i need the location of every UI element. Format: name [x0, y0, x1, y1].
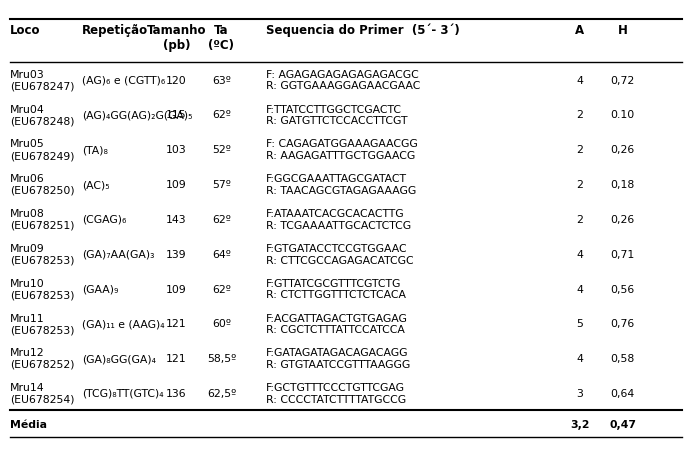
Text: 2: 2 — [576, 179, 583, 190]
Text: 0,76: 0,76 — [610, 318, 635, 329]
Text: 109: 109 — [166, 284, 187, 294]
Text: (AG)₄GG(AG)₂G(GA)₅: (AG)₄GG(AG)₂G(GA)₅ — [82, 110, 192, 120]
Text: F:GATAGATAGACAGACAGG
R: GTGTAATCCGTTTAAGGG: F:GATAGATAGACAGACAGG R: GTGTAATCCGTTTAAG… — [266, 348, 410, 369]
Text: 0,56: 0,56 — [610, 284, 635, 294]
Text: (GA)₁₁ e (AAG)₄: (GA)₁₁ e (AAG)₄ — [82, 318, 164, 329]
Text: 139: 139 — [166, 249, 187, 259]
Text: 64º: 64º — [212, 249, 231, 259]
Text: 62º: 62º — [212, 110, 231, 120]
Text: 0,64: 0,64 — [610, 388, 635, 398]
Text: 52º: 52º — [212, 145, 231, 155]
Text: 0,18: 0,18 — [610, 179, 635, 190]
Text: Mru11
(EU678253): Mru11 (EU678253) — [10, 313, 74, 334]
Text: Repetição: Repetição — [82, 24, 148, 37]
Text: 109: 109 — [166, 179, 187, 190]
Text: 3,2: 3,2 — [570, 419, 590, 429]
Text: (CGAG)₆: (CGAG)₆ — [82, 214, 126, 225]
Text: (GAA)₉: (GAA)₉ — [82, 284, 118, 294]
Text: 121: 121 — [166, 353, 187, 364]
Text: F:GCTGTTTCCCTGTTCGAG
R: CCCCTATCTTTTATGCCG: F:GCTGTTTCCCTGTTCGAG R: CCCCTATCTTTTATGC… — [266, 382, 406, 404]
Text: Loco: Loco — [10, 24, 40, 37]
Text: 0,26: 0,26 — [610, 145, 635, 155]
Text: (TCG)₈TT(GTC)₄: (TCG)₈TT(GTC)₄ — [82, 388, 163, 398]
Text: Mru14
(EU678254): Mru14 (EU678254) — [10, 382, 74, 404]
Text: 60º: 60º — [212, 318, 231, 329]
Text: F: AGAGAGAGAGAGAGACGC
R: GGTGAAAGGAGAACGAAC: F: AGAGAGAGAGAGAGACGC R: GGTGAAAGGAGAACG… — [266, 70, 420, 91]
Text: 62º: 62º — [212, 284, 231, 294]
Text: F:ATAAATCACGCACACTTG
R: TCGAAAATTGCACTCTCG: F:ATAAATCACGCACACTTG R: TCGAAAATTGCACTCT… — [266, 209, 411, 230]
Text: F:GTTATCGCGTTTCGTCTG
R: CTCTTGGTTTCTCTCACA: F:GTTATCGCGTTTCGTCTG R: CTCTTGGTTTCTCTCA… — [266, 278, 406, 299]
Text: F: CAGAGATGGAAAGAACGG
R: AAGAGATTTGCTGGAACG: F: CAGAGATGGAAAGAACGG R: AAGAGATTTGCTGGA… — [266, 139, 417, 161]
Text: Mru03
(EU678247): Mru03 (EU678247) — [10, 70, 74, 91]
Text: 103: 103 — [166, 145, 187, 155]
Text: Mru10
(EU678253): Mru10 (EU678253) — [10, 278, 74, 299]
Text: 62º: 62º — [212, 214, 231, 225]
Text: 0.10: 0.10 — [610, 110, 635, 120]
Text: 2: 2 — [576, 214, 583, 225]
Text: 0,72: 0,72 — [610, 75, 635, 86]
Text: 2: 2 — [576, 145, 583, 155]
Text: Sequencia do Primer  (5´- 3´): Sequencia do Primer (5´- 3´) — [266, 24, 459, 37]
Text: 136: 136 — [166, 388, 187, 398]
Text: Mru09
(EU678253): Mru09 (EU678253) — [10, 244, 74, 265]
Text: 4: 4 — [576, 353, 583, 364]
Text: Mru06
(EU678250): Mru06 (EU678250) — [10, 174, 74, 195]
Text: 115: 115 — [166, 110, 187, 120]
Text: 4: 4 — [576, 75, 583, 86]
Text: Média: Média — [10, 419, 46, 429]
Text: 0,47: 0,47 — [609, 419, 637, 429]
Text: 4: 4 — [576, 284, 583, 294]
Text: A: A — [575, 24, 585, 37]
Text: F:GTGATACCTCCGTGGAAC
R: CTTCGCCAGAGACATCGC: F:GTGATACCTCCGTGGAAC R: CTTCGCCAGAGACATC… — [266, 244, 413, 265]
Text: F:ACGATTAGACTGTGAGAG
R: CGCTCTTTATTCCATCCA: F:ACGATTAGACTGTGAGAG R: CGCTCTTTATTCCATC… — [266, 313, 408, 334]
Text: (AC)₅: (AC)₅ — [82, 179, 109, 190]
Text: 121: 121 — [166, 318, 187, 329]
Text: 58,5º: 58,5º — [207, 353, 236, 364]
Text: (GA)₇AA(GA)₃: (GA)₇AA(GA)₃ — [82, 249, 154, 259]
Text: 120: 120 — [166, 75, 187, 86]
Text: 3: 3 — [576, 388, 583, 398]
Text: 2: 2 — [576, 110, 583, 120]
Text: 4: 4 — [576, 249, 583, 259]
Text: 57º: 57º — [212, 179, 231, 190]
Text: F:TTATCCTTGGCTCGACTC
R: GATGTTCTCCACCTTCGT: F:TTATCCTTGGCTCGACTC R: GATGTTCTCCACCTTC… — [266, 105, 407, 126]
Text: 0,58: 0,58 — [610, 353, 635, 364]
Text: Mru05
(EU678249): Mru05 (EU678249) — [10, 139, 74, 161]
Text: 143: 143 — [166, 214, 187, 225]
Text: Ta
(ºC): Ta (ºC) — [208, 24, 235, 52]
Text: 63º: 63º — [212, 75, 231, 86]
Text: 5: 5 — [576, 318, 583, 329]
Text: 62,5º: 62,5º — [207, 388, 236, 398]
Text: F:GGCGAAATTAGCGATACT
R: TAACAGCGTAGAGAAAGG: F:GGCGAAATTAGCGATACT R: TAACAGCGTAGAGAAA… — [266, 174, 416, 195]
Text: (AG)₆ e (CGTT)₆: (AG)₆ e (CGTT)₆ — [82, 75, 165, 86]
Text: Mru08
(EU678251): Mru08 (EU678251) — [10, 209, 74, 230]
Text: Tamanho
(pb): Tamanho (pb) — [147, 24, 206, 52]
Text: H: H — [618, 24, 628, 37]
Text: Mru04
(EU678248): Mru04 (EU678248) — [10, 105, 74, 126]
Text: Mru12
(EU678252): Mru12 (EU678252) — [10, 348, 74, 369]
Text: (TA)₈: (TA)₈ — [82, 145, 107, 155]
Text: 0,26: 0,26 — [610, 214, 635, 225]
Text: (GA)₈GG(GA)₄: (GA)₈GG(GA)₄ — [82, 353, 156, 364]
Text: 0,71: 0,71 — [610, 249, 635, 259]
